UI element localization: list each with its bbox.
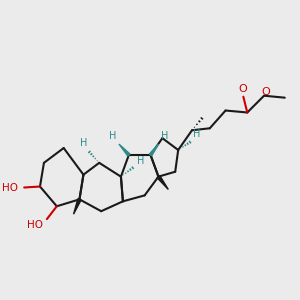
- Text: H: H: [161, 131, 168, 141]
- Text: O: O: [262, 87, 270, 97]
- Text: H: H: [109, 131, 117, 141]
- Text: O: O: [238, 84, 247, 94]
- Text: HO: HO: [2, 182, 18, 193]
- Text: H: H: [193, 129, 201, 139]
- Text: H: H: [80, 138, 87, 148]
- Text: HO: HO: [27, 220, 43, 230]
- Polygon shape: [74, 199, 81, 214]
- Polygon shape: [119, 144, 130, 156]
- Text: H: H: [137, 156, 144, 166]
- Polygon shape: [149, 144, 158, 156]
- Polygon shape: [157, 176, 168, 190]
